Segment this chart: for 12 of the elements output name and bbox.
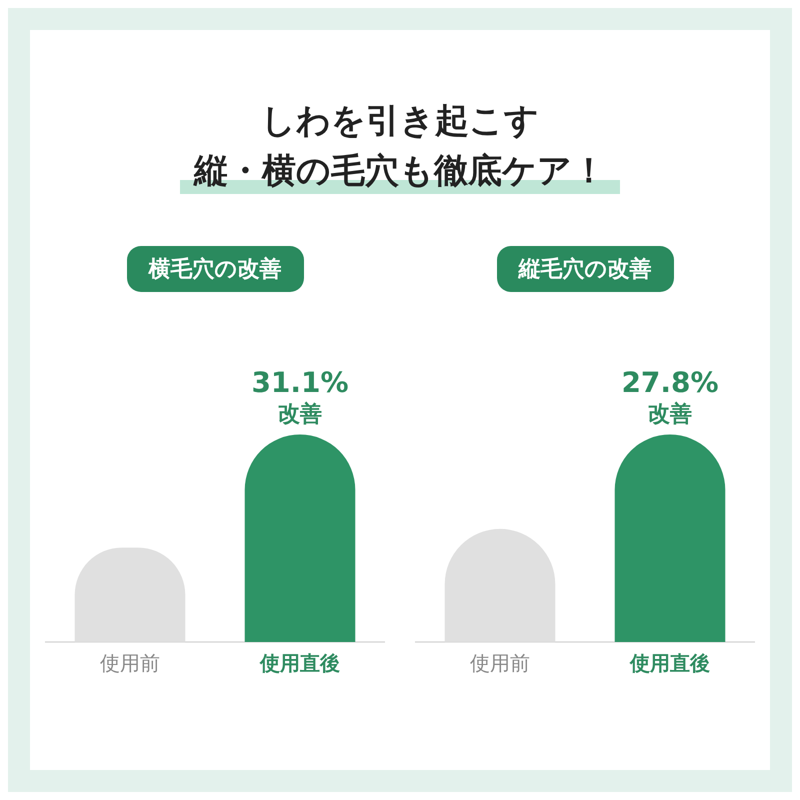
text: しわを引き起こす	[261, 101, 539, 141]
x-tick-label: 使用直後	[259, 651, 340, 676]
annotation: 31.1%	[251, 366, 349, 399]
x-tick-label: 使用直後	[629, 651, 710, 676]
text: 縦・横の毛穴も徹底ケア！	[194, 151, 606, 191]
x-tick-label: 使用前	[100, 651, 160, 676]
x-tick-label: 使用前	[470, 651, 530, 676]
annotation: 改善	[648, 401, 692, 428]
annotation: 27.8%	[621, 366, 719, 399]
chart-title: 縦毛穴の改善	[496, 246, 674, 292]
annotation: 改善	[278, 401, 322, 428]
chart-title: 横毛穴の改善	[126, 246, 304, 292]
